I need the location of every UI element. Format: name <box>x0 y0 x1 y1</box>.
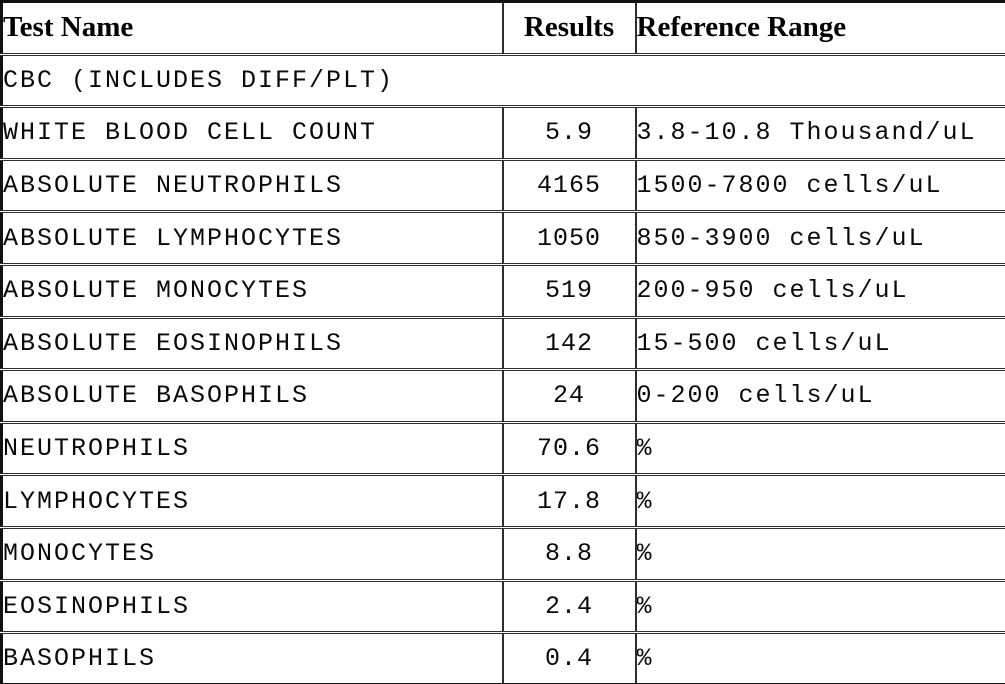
reference-range-cell: 1500-7800 cells/uL <box>634 157 1005 214</box>
reference-range-cell: % <box>634 631 1005 684</box>
table-row: NEUTROPHILS 70.6 % <box>0 420 1005 477</box>
table-body: CBC (INCLUDES DIFF/PLT) WHITE BLOOD CELL… <box>0 52 1005 684</box>
table-row: MONOCYTES 8.8 % <box>0 525 1005 582</box>
test-name-cell: ABSOLUTE LYMPHOCYTES <box>0 210 504 266</box>
header-row: Test Name Results Reference Range <box>0 0 1005 56</box>
reference-range-cell: % <box>634 578 1005 635</box>
column-header-reference-range: Reference Range <box>634 0 1005 56</box>
test-name-cell: MONOCYTES <box>0 525 504 582</box>
reference-range-cell: 3.8-10.8 Thousand/uL <box>634 105 1005 161</box>
table-row: ABSOLUTE BASOPHILS 24 0-200 cells/uL <box>0 368 1005 424</box>
panel-group-label: CBC (INCLUDES DIFF/PLT) <box>0 52 1005 109</box>
table-row: ABSOLUTE LYMPHOCYTES 1050 850-3900 cells… <box>0 210 1005 266</box>
table-row: ABSOLUTE MONOCYTES 519 200-950 cells/uL <box>0 262 1005 319</box>
table-row: ABSOLUTE NEUTROPHILS 4165 1500-7800 cell… <box>0 157 1005 214</box>
table-row: EOSINOPHILS 2.4 % <box>0 578 1005 635</box>
result-cell: 8.8 <box>501 525 637 582</box>
reference-range-cell: 15-500 cells/uL <box>634 315 1005 372</box>
column-header-results: Results <box>501 0 637 56</box>
test-name-cell: NEUTROPHILS <box>0 420 504 477</box>
table-header: Test Name Results Reference Range <box>0 0 1005 56</box>
table-row: LYMPHOCYTES 17.8 % <box>0 473 1005 529</box>
reference-range-cell: % <box>634 420 1005 477</box>
test-name-cell: ABSOLUTE MONOCYTES <box>0 262 504 319</box>
reference-range-cell: 850-3900 cells/uL <box>634 210 1005 266</box>
result-cell: 24 <box>501 368 637 424</box>
table-row: WHITE BLOOD CELL COUNT 5.9 3.8-10.8 Thou… <box>0 105 1005 161</box>
result-cell: 70.6 <box>501 420 637 477</box>
result-cell: 4165 <box>501 157 637 214</box>
test-name-cell: LYMPHOCYTES <box>0 473 504 529</box>
test-name-cell: ABSOLUTE BASOPHILS <box>0 368 504 424</box>
reference-range-cell: % <box>634 525 1005 582</box>
test-name-cell: WHITE BLOOD CELL COUNT <box>0 105 504 161</box>
test-name-cell: ABSOLUTE EOSINOPHILS <box>0 315 504 372</box>
reference-range-cell: % <box>634 473 1005 529</box>
reference-range-cell: 0-200 cells/uL <box>634 368 1005 424</box>
result-cell: 519 <box>501 262 637 319</box>
column-header-test-name: Test Name <box>0 0 504 56</box>
table-row: ABSOLUTE EOSINOPHILS 142 15-500 cells/uL <box>0 315 1005 372</box>
test-name-cell: EOSINOPHILS <box>0 578 504 635</box>
result-cell: 0.4 <box>501 631 637 684</box>
result-cell: 2.4 <box>501 578 637 635</box>
group-row: CBC (INCLUDES DIFF/PLT) <box>0 52 1005 109</box>
result-cell: 1050 <box>501 210 637 266</box>
result-cell: 5.9 <box>501 105 637 161</box>
result-cell: 142 <box>501 315 637 372</box>
result-cell: 17.8 <box>501 473 637 529</box>
test-name-cell: ABSOLUTE NEUTROPHILS <box>0 157 504 214</box>
reference-range-cell: 200-950 cells/uL <box>634 262 1005 319</box>
table-row: BASOPHILS 0.4 % <box>0 631 1005 684</box>
test-name-cell: BASOPHILS <box>0 631 504 684</box>
